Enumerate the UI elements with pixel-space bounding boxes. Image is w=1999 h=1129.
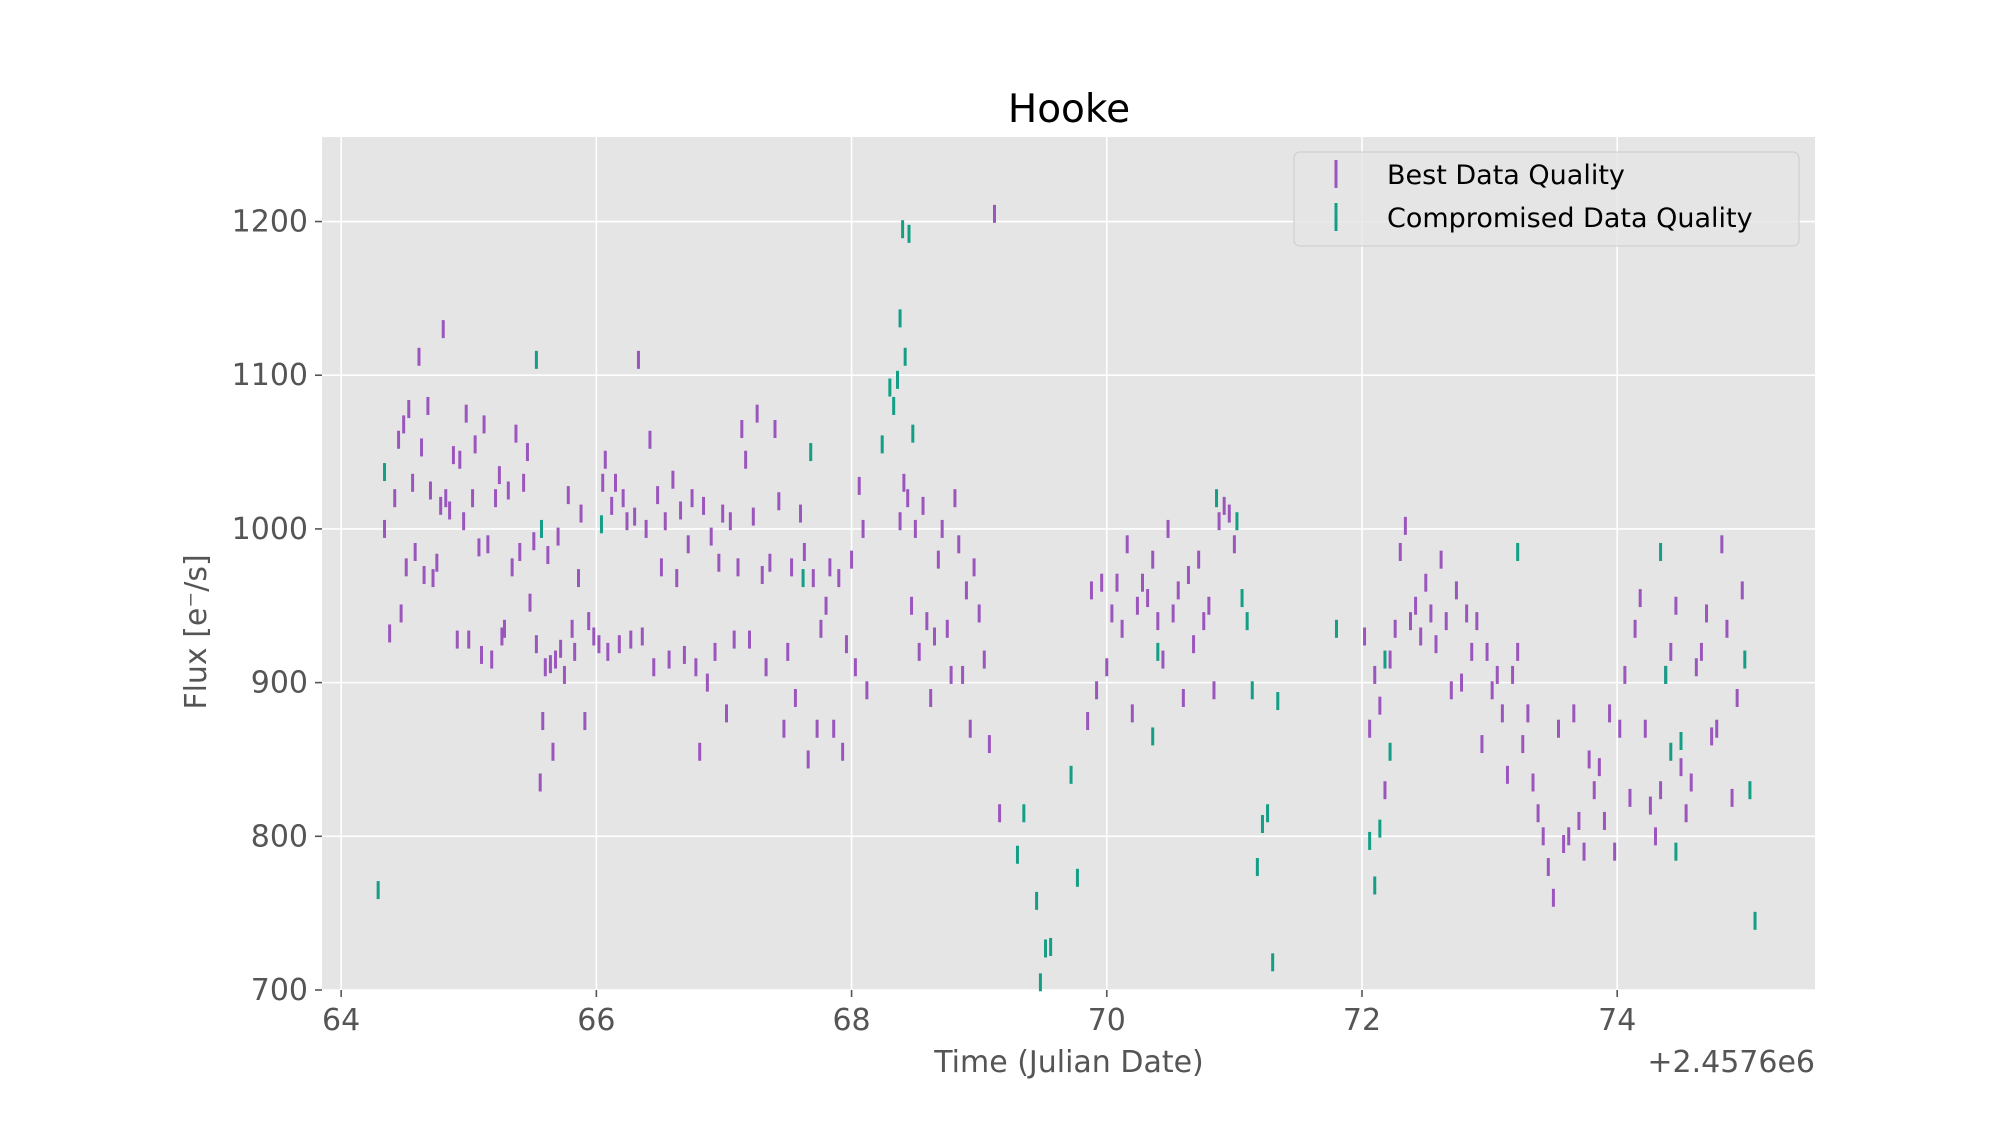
x-tick-label: 70 <box>1088 1003 1126 1038</box>
plot-area <box>322 137 1815 990</box>
x-axis-ticks: 64 66 68 70 72 74 <box>322 990 1636 1038</box>
x-tick-label: 74 <box>1598 1003 1636 1038</box>
series-compromised-data-quality <box>376 220 1757 992</box>
legend-label-compromised-quality: Compromised Data Quality <box>1387 203 1753 234</box>
y-tick-label: 1100 <box>232 358 308 393</box>
y-tick-label: 1000 <box>232 512 308 547</box>
y-axis-ticks: 700 800 900 1000 1100 1200 <box>232 205 322 1008</box>
y-tick-label: 1200 <box>232 205 308 240</box>
x-axis-label: Time (Julian Date) <box>933 1045 1204 1080</box>
x-tick-label: 68 <box>832 1003 870 1038</box>
x-tick-label: 64 <box>322 1003 360 1038</box>
x-tick-label: 72 <box>1343 1003 1381 1038</box>
legend: Best Data Quality Compromised Data Quali… <box>1293 151 1800 247</box>
x-tick-label: 66 <box>577 1003 615 1038</box>
x-axis-offset-label: +2.4576e6 <box>1647 1045 1815 1080</box>
y-tick-label: 900 <box>251 666 308 701</box>
legend-box <box>1293 151 1800 247</box>
chart-title: Hooke <box>1008 87 1130 132</box>
y-tick-label: 800 <box>251 819 308 854</box>
series-best-data-quality <box>383 204 1744 907</box>
y-axis-label: Flux [e⁻/s] <box>179 554 214 709</box>
y-tick-label: 700 <box>251 973 308 1008</box>
data-series <box>376 204 1757 992</box>
legend-label-best-quality: Best Data Quality <box>1387 160 1625 191</box>
